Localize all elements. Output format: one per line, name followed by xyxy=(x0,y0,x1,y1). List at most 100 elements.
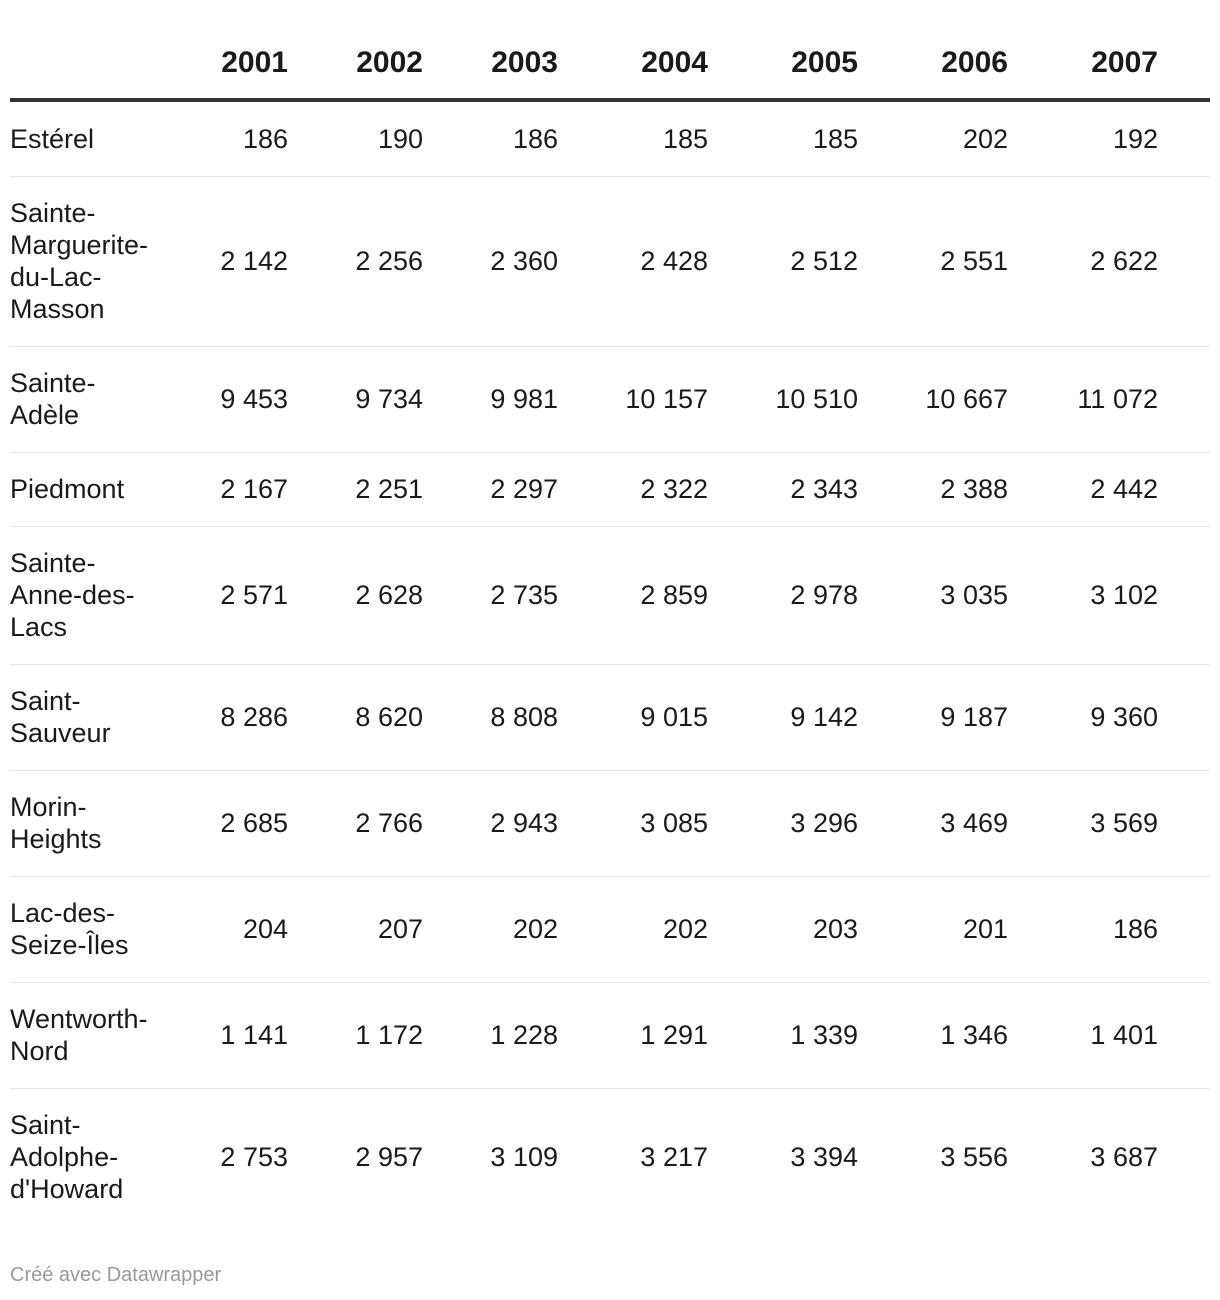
table-row: Saint- Sauveur 8 286 8 620 8 808 9 015 9 142 9 … xyxy=(10,664,1210,771)
table-cell-2004: 3 085 xyxy=(558,770,708,877)
table-cell-2002: 190 xyxy=(288,100,423,177)
row-label-line: Masson xyxy=(10,294,105,324)
table-cell-2004: 2 322 xyxy=(558,452,708,527)
row-label-line: Sauveur xyxy=(10,718,111,748)
table-cell-2003: 2 360 xyxy=(423,176,558,347)
table-cell-spacer xyxy=(1158,346,1210,453)
column-header-spacer xyxy=(1158,22,1210,102)
table-cell-2001: 2 571 xyxy=(160,526,288,665)
column-header-2002: 2002 xyxy=(288,22,423,102)
row-label: Saint- Adolphe-d'Howard xyxy=(10,1088,160,1226)
table-cell-2007: 186 xyxy=(1008,876,1158,983)
row-label-line: Nord xyxy=(10,1036,69,1066)
table-cell-2003: 8 808 xyxy=(423,664,558,771)
table-cell-2006: 1 346 xyxy=(858,982,1008,1089)
table-cell-2003: 1 228 xyxy=(423,982,558,1089)
table-cell-2005: 203 xyxy=(708,876,858,983)
table-cell-2002: 1 172 xyxy=(288,982,423,1089)
table-cell-2002: 2 957 xyxy=(355,1142,423,1173)
row-label-line: Morin- xyxy=(10,792,87,822)
table-cell-2004: 1 291 xyxy=(558,982,708,1089)
table-cell-spacer xyxy=(1158,770,1210,877)
row-label-line: Seize-Îles xyxy=(10,930,129,960)
table-cell-spacer xyxy=(1158,452,1210,527)
data-table: 2001 2002 2003 2004 2005 2006 2007 Estér… xyxy=(10,22,1210,1226)
row-label: Sainte- Adèle xyxy=(10,346,160,453)
table-row: Sainte- Marguerite-du-Lac- Masson 2 142 2 25… xyxy=(10,176,1210,347)
row-label-line: Marguerite- xyxy=(10,230,149,260)
table-cell-2001: 2 167 xyxy=(160,452,288,527)
table-container: 2001 2002 2003 2004 2005 2006 2007 Estér… xyxy=(10,22,1210,1226)
table-cell-2004: 3 217 xyxy=(640,1142,708,1173)
row-label-line: Adolphe- xyxy=(10,1142,119,1173)
table-cell-2007: 2 442 xyxy=(1008,452,1158,527)
table-cell-2003: 2 297 xyxy=(423,452,558,527)
table-cell-2001: 186 xyxy=(160,100,288,177)
table-row: Estérel 186 190 186 185 185 202 192 xyxy=(10,100,1210,177)
table-cell-2007: 192 xyxy=(1008,100,1158,177)
column-header-2003: 2003 xyxy=(423,22,558,102)
table-cell-2006: 2 551 xyxy=(858,176,1008,347)
table-row: Sainte- Anne-des- Lacs 2 571 2 628 2 735 2 859… xyxy=(10,526,1210,665)
table-cell-2002: 8 620 xyxy=(288,664,423,771)
table-cell-2004: 2 859 xyxy=(558,526,708,665)
table-cell-2002: 9 734 xyxy=(288,346,423,453)
row-label-line: Sainte- xyxy=(10,548,96,578)
column-header-2007: 2007 xyxy=(1008,22,1158,102)
row-label-line: Piedmont xyxy=(10,474,125,504)
table-cell-2001: 8 286 xyxy=(160,664,288,771)
row-label: Sainte- Anne-des- Lacs xyxy=(10,526,160,665)
table-cell-2002: 2 256 xyxy=(288,176,423,347)
table-cell-2001: 2 753 xyxy=(220,1142,288,1173)
table-cell-2004: 202 xyxy=(558,876,708,983)
table-cell-2005: 10 510 xyxy=(708,346,858,453)
table-cell-2006: 2 388 xyxy=(858,452,1008,527)
table-cell-2006: 3 469 xyxy=(858,770,1008,877)
row-label-line: Adèle xyxy=(10,400,80,430)
row-label-line: Estérel xyxy=(10,123,95,154)
table-cell-2007: 1 401 xyxy=(1008,982,1158,1089)
table-body: Estérel 186 190 186 185 185 202 192 Sainte- Margu… xyxy=(10,100,1210,1226)
table-cell-2007: 9 360 xyxy=(1008,664,1158,771)
table-cell-2005: 2 978 xyxy=(708,526,858,665)
table-cell-2005: 2 512 xyxy=(708,176,858,347)
table-cell-2002: 2 766 xyxy=(288,770,423,877)
table-cell-spacer xyxy=(1158,526,1210,665)
table-cell-spacer xyxy=(1158,1088,1210,1226)
column-header-2004: 2004 xyxy=(558,22,708,102)
table-cell-2005: 3 296 xyxy=(708,770,858,877)
table-cell-2001: 1 141 xyxy=(160,982,288,1089)
table-cell-2006: 9 187 xyxy=(858,664,1008,771)
column-header-name xyxy=(10,22,160,102)
table-row: Morin- Heights 2 685 2 766 2 943 3 085 3 296 3 … xyxy=(10,770,1210,877)
table-cell-2003: 3 109 xyxy=(490,1142,558,1173)
table-cell-2006: 201 xyxy=(858,876,1008,983)
table-cell-2003: 2 943 xyxy=(423,770,558,877)
table-cell-2004: 10 157 xyxy=(558,346,708,453)
table-cell-2005: 3 394 xyxy=(790,1142,858,1173)
table-cell-spacer xyxy=(1158,664,1210,771)
row-label-line: Saint- xyxy=(10,686,81,716)
table-cell-2004: 2 428 xyxy=(558,176,708,347)
table-cell-2007: 3 569 xyxy=(1008,770,1158,877)
table-cell-2003: 202 xyxy=(423,876,558,983)
column-header-2005: 2005 xyxy=(708,22,858,102)
table-cell-2007: 11 072 xyxy=(1008,346,1158,453)
table-cell-2001: 9 453 xyxy=(160,346,288,453)
table-cell-spacer xyxy=(1158,176,1210,347)
table-cell-2002: 207 xyxy=(288,876,423,983)
table-row: Lac-des- Seize-Îles 204 207 202 202 203 201 186 xyxy=(10,876,1210,983)
row-label: Wentworth- Nord xyxy=(10,982,160,1089)
table-cell-2005: 185 xyxy=(708,100,858,177)
row-label-line: Sainte- xyxy=(10,198,96,228)
row-label-line: Saint- xyxy=(10,1110,81,1141)
table-cell-2005: 9 142 xyxy=(708,664,858,771)
row-label: Saint- Sauveur xyxy=(10,664,160,771)
row-label-line: du-Lac- xyxy=(10,262,102,292)
row-label-line: Lac-des- xyxy=(10,898,116,928)
column-header-2006: 2006 xyxy=(858,22,1008,102)
table-cell-2002: 2 628 xyxy=(288,526,423,665)
column-header-2001: 2001 xyxy=(160,22,288,102)
table-cell-spacer xyxy=(1158,876,1210,983)
table-cell-2003: 2 735 xyxy=(423,526,558,665)
